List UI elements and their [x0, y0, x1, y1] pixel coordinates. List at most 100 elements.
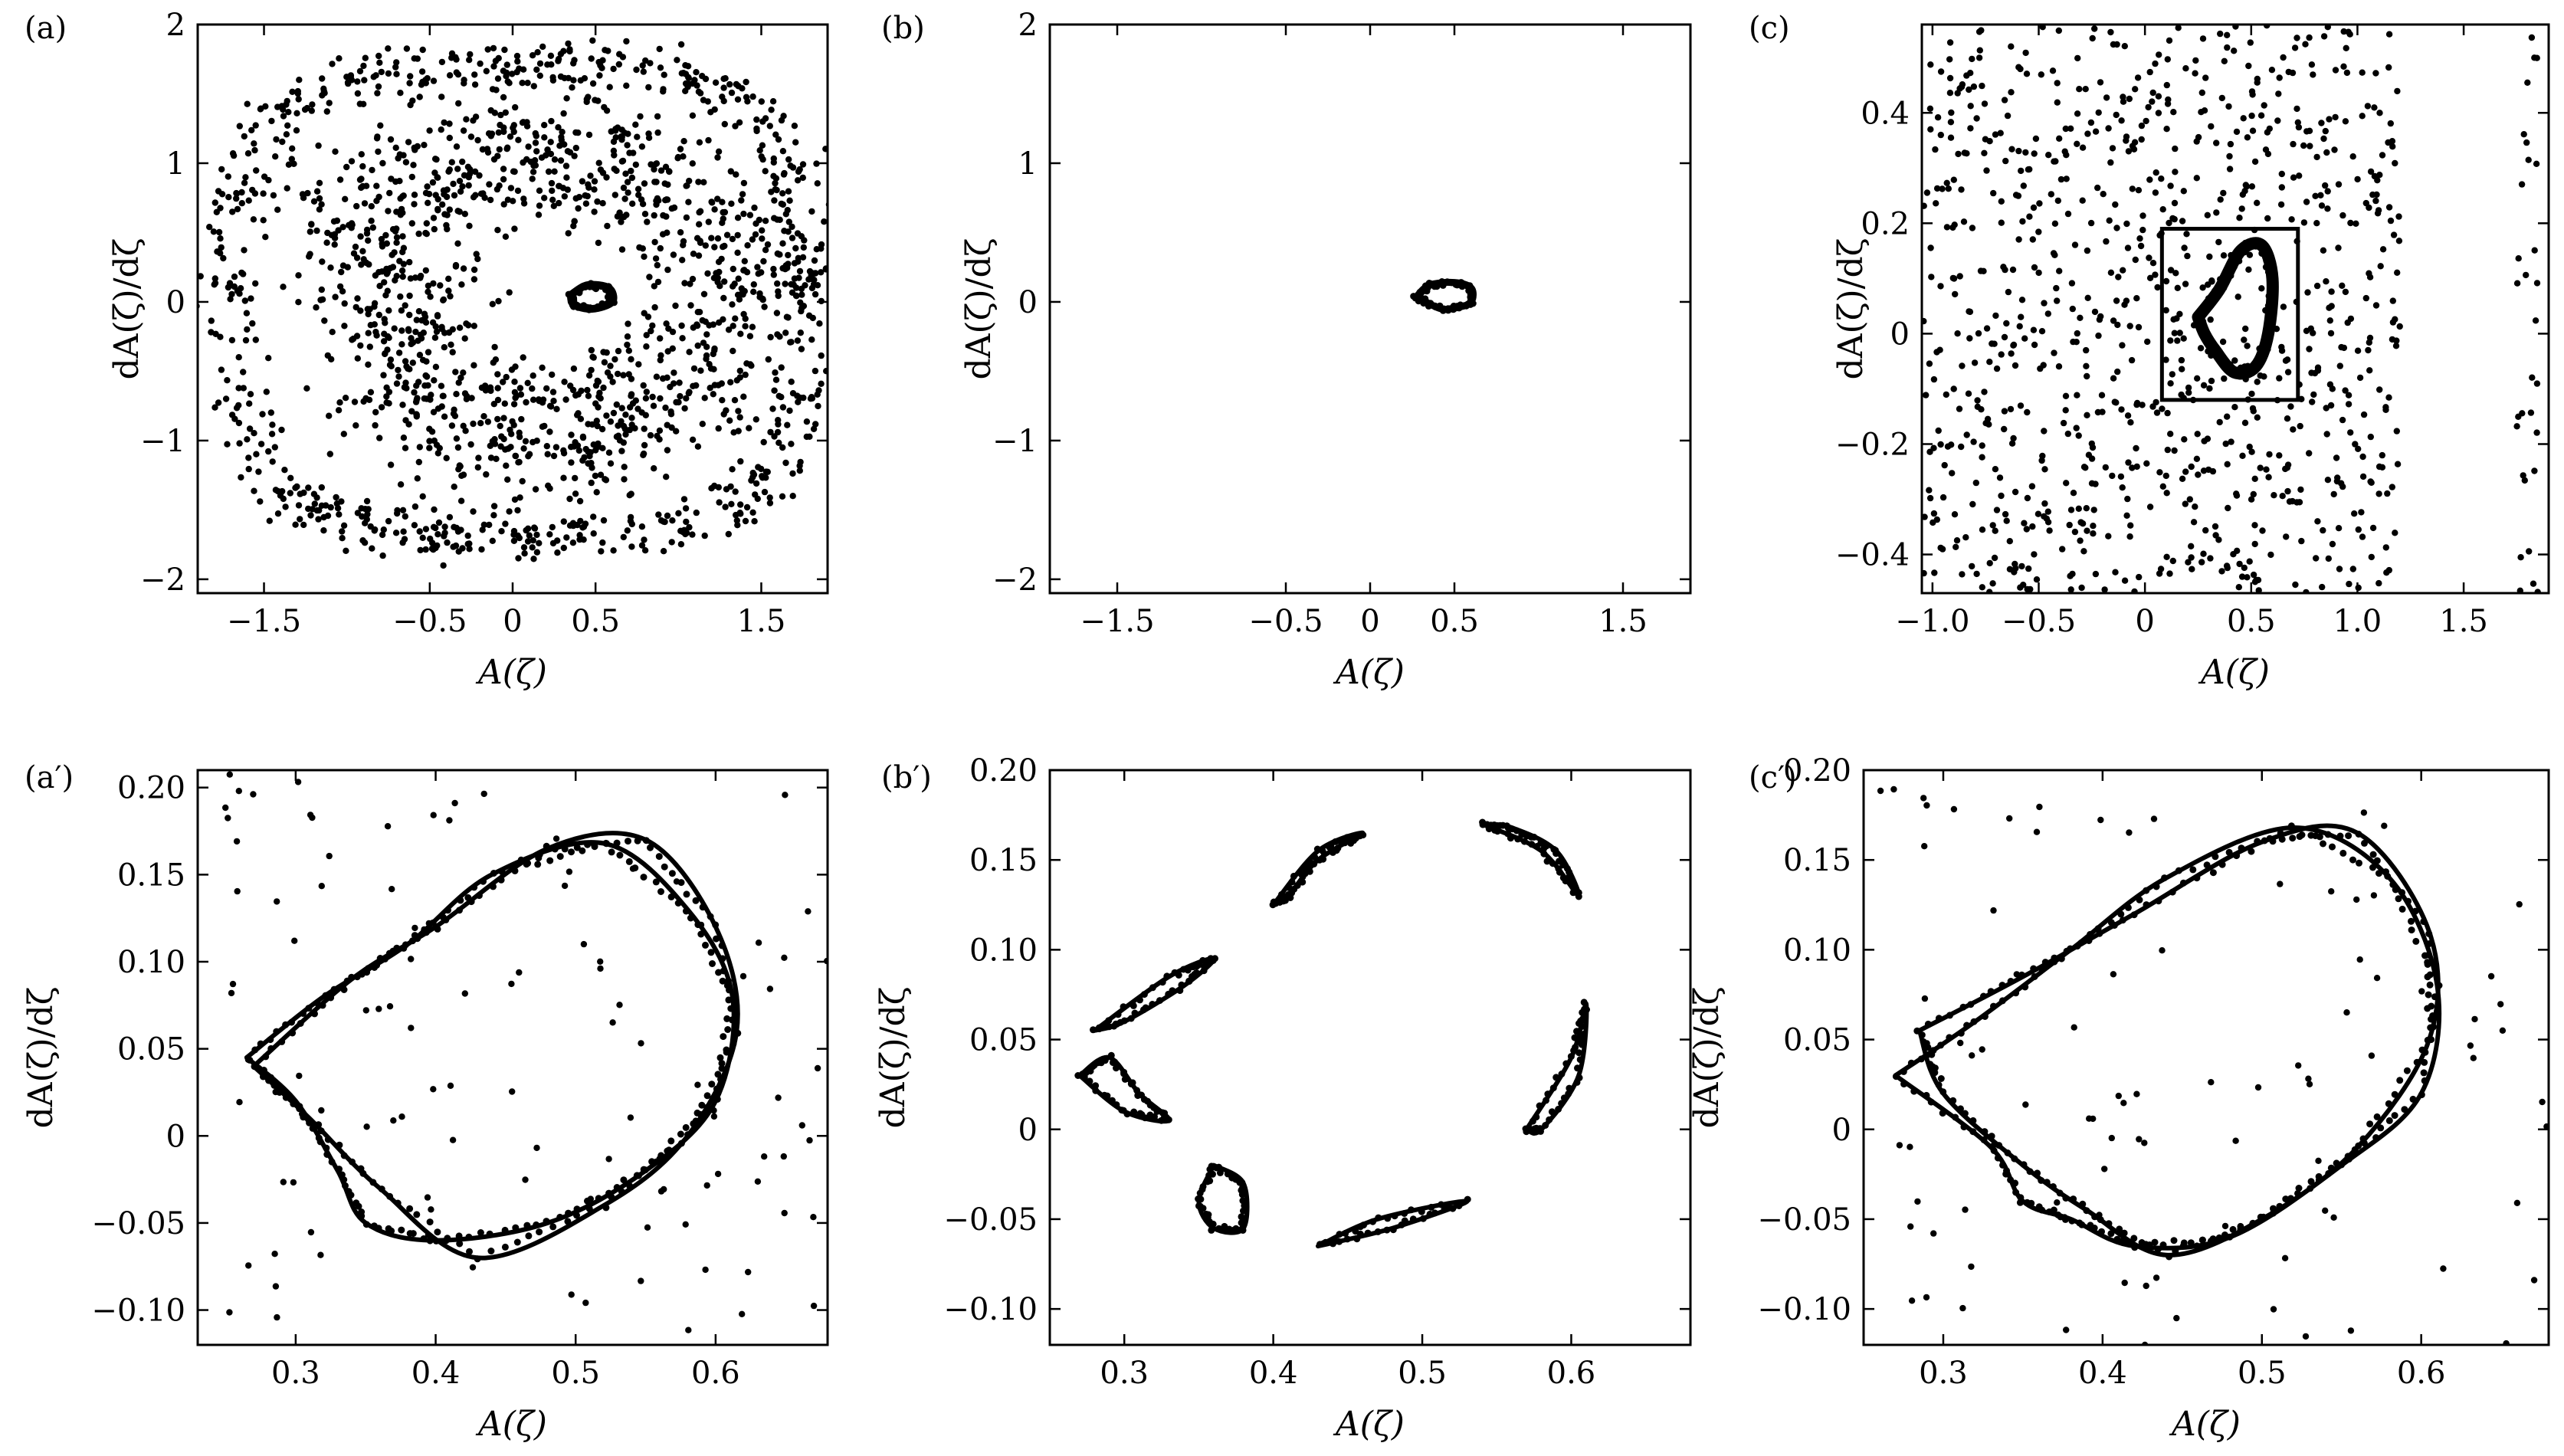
- data-point: [1130, 1002, 1137, 1009]
- data-point: [245, 454, 252, 461]
- data-point: [2320, 247, 2327, 254]
- data-point: [720, 215, 726, 222]
- data-point: [2257, 355, 2264, 362]
- data-point: [469, 1264, 477, 1271]
- data-point: [2127, 419, 2134, 426]
- data-point: [677, 1130, 684, 1138]
- data-point: [419, 46, 426, 54]
- data-point: [1216, 1169, 1224, 1176]
- data-point: [1927, 1098, 1935, 1106]
- data-point: [2241, 336, 2248, 343]
- data-point: [440, 562, 447, 569]
- data-point: [762, 115, 769, 122]
- data-point: [449, 326, 456, 333]
- data-point: [2097, 79, 2104, 86]
- data-point: [525, 1232, 533, 1240]
- data-point: [1175, 972, 1182, 979]
- data-point: [1556, 858, 1562, 865]
- data-point: [634, 133, 641, 140]
- data-point: [351, 398, 359, 405]
- data-point: [546, 531, 553, 538]
- data-point: [2135, 323, 2143, 331]
- data-point: [580, 536, 587, 543]
- data-point: [649, 322, 656, 330]
- data-point: [399, 507, 407, 513]
- data-point: [484, 146, 491, 152]
- data-point: [496, 146, 503, 153]
- data-point: [2020, 182, 2027, 189]
- data-point: [2190, 519, 2198, 526]
- data-point: [2290, 140, 2297, 148]
- data-point: [2289, 69, 2297, 77]
- data-point: [697, 208, 704, 215]
- data-point: [2182, 280, 2189, 287]
- data-point: [1092, 1082, 1100, 1090]
- data-point: [417, 272, 425, 280]
- data-point: [2109, 145, 2116, 152]
- data-point: [654, 129, 661, 136]
- data-point: [630, 149, 637, 156]
- data-point: [1927, 244, 1934, 251]
- data-point: [438, 382, 445, 389]
- data-point: [487, 133, 494, 139]
- y-tick-label: 0.05: [1783, 1023, 1851, 1058]
- data-point: [720, 967, 727, 975]
- data-point: [663, 320, 670, 327]
- trajectory-loop: [251, 831, 740, 1261]
- data-point: [2202, 74, 2209, 81]
- data-point: [1954, 330, 1961, 337]
- data-point: [500, 379, 507, 385]
- data-point: [580, 940, 588, 948]
- data-point: [2528, 34, 2536, 41]
- data-point: [464, 532, 471, 539]
- data-point: [628, 167, 634, 175]
- data-point: [304, 189, 311, 197]
- data-point: [544, 146, 551, 153]
- data-point: [1979, 454, 1985, 461]
- data-point: [1153, 1107, 1161, 1115]
- data-point: [2183, 231, 2190, 238]
- data-point: [354, 90, 362, 97]
- data-point: [413, 316, 420, 323]
- data-point: [2374, 177, 2381, 184]
- data-point: [779, 190, 786, 197]
- data-point: [2302, 41, 2309, 48]
- data-point: [2179, 218, 2186, 225]
- data-point: [779, 240, 786, 247]
- data-point: [556, 182, 563, 190]
- data-point: [289, 1029, 297, 1037]
- data-point: [652, 878, 660, 886]
- data-point: [2316, 833, 2323, 841]
- data-point: [623, 38, 630, 45]
- data-point: [339, 528, 346, 535]
- data-point: [682, 505, 690, 512]
- data-point: [2424, 961, 2431, 968]
- data-point: [2246, 443, 2253, 451]
- data-point: [413, 382, 420, 389]
- data-point: [600, 516, 608, 524]
- data-point: [657, 1152, 665, 1159]
- data-point: [2007, 405, 2015, 413]
- data-point: [585, 372, 593, 379]
- data-point: [822, 146, 828, 152]
- data-point: [501, 46, 508, 54]
- data-point: [2087, 119, 2095, 126]
- data-point: [549, 196, 556, 203]
- data-point: [491, 441, 499, 448]
- data-point: [653, 197, 660, 205]
- data-point: [344, 79, 352, 86]
- data-point: [708, 485, 715, 492]
- data-point: [2110, 971, 2117, 978]
- data-point: [1948, 441, 1955, 448]
- data-point: [2409, 1095, 2417, 1103]
- axes-frame: [196, 769, 829, 1346]
- data-point: [2360, 809, 2368, 816]
- data-point: [1931, 569, 1938, 576]
- data-point: [591, 186, 598, 193]
- data-point: [448, 422, 456, 429]
- data-point: [2064, 430, 2071, 438]
- data-point: [2322, 1207, 2329, 1215]
- data-point: [2418, 988, 2425, 995]
- data-point: [2201, 438, 2208, 444]
- data-point: [402, 302, 408, 309]
